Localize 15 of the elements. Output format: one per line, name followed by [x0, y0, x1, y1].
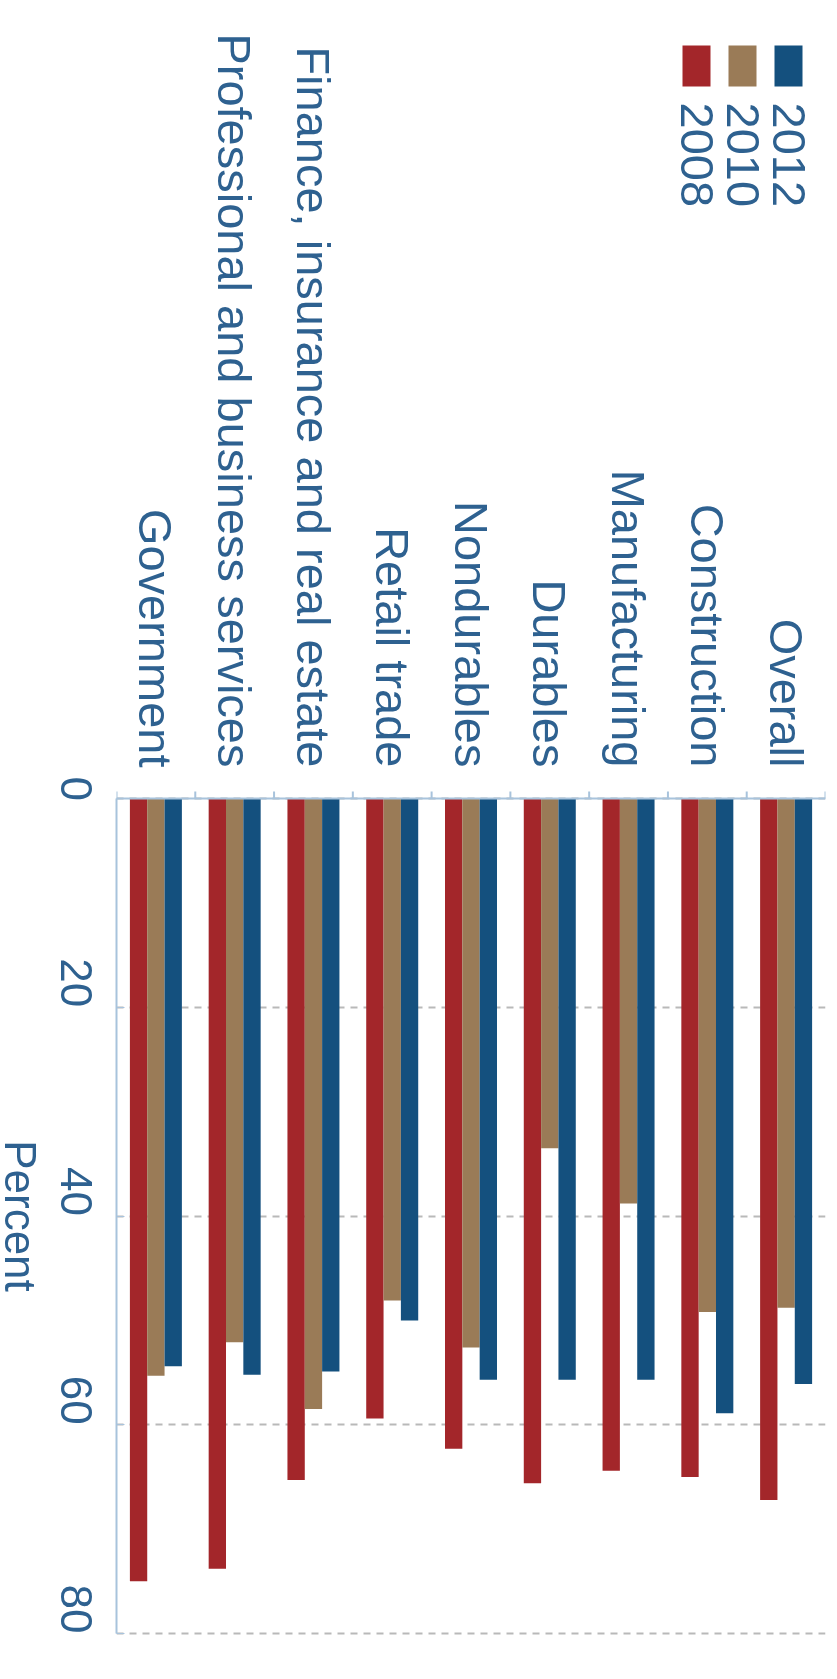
- x-tick-label: Nondurables: [444, 500, 498, 768]
- y-tick-label: 20: [52, 958, 101, 1008]
- y-tick-label: 80: [52, 1584, 101, 1634]
- x-tick-label: Government: [129, 508, 183, 768]
- y-tick-label: 40: [52, 1167, 101, 1217]
- x-tick-label: Overall: [759, 618, 813, 768]
- y-tick-label: 0: [52, 776, 101, 801]
- y-tick-label: 60: [52, 1375, 101, 1425]
- x-tick-label: Professional and business services: [208, 33, 262, 768]
- x-tick-label: Manufacturing: [602, 469, 656, 768]
- x-tick-label: Durables: [523, 579, 577, 768]
- x-tick-label: Construction: [680, 503, 734, 768]
- x-tick-label: Retail trade: [365, 527, 419, 768]
- x-tick-label: Finance, insurance and real estate: [286, 46, 340, 768]
- y-axis-title: Percent: [0, 1140, 45, 1292]
